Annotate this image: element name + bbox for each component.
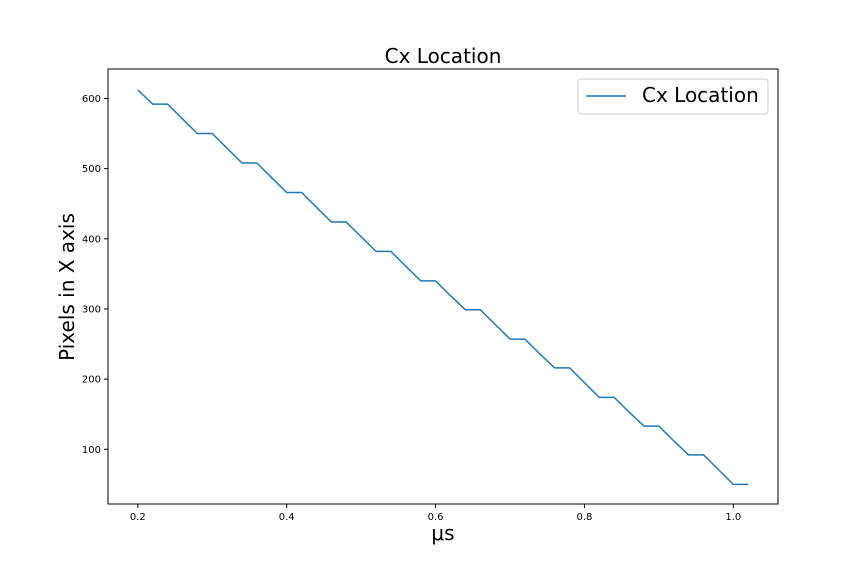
legend-box: [577, 78, 769, 115]
x-axis-title: μs: [431, 521, 454, 545]
plot-frame: [107, 68, 779, 505]
y-tick-label: 300: [82, 304, 101, 315]
x-tick-label: 0.2: [130, 512, 146, 523]
series-line-0: [137, 89, 749, 486]
x-tick-label: 0.8: [576, 512, 592, 523]
y-tick-label: 600: [82, 94, 101, 105]
x-tick-label: 1.0: [725, 512, 741, 523]
y-tick-label: 500: [82, 164, 101, 175]
x-tick-label: 0.6: [428, 512, 444, 523]
y-axis-title: Pixels in X axis: [55, 213, 79, 361]
y-tick-label: 200: [82, 375, 101, 386]
plot-area: 0.2 0.4 0.6 0.8 1.0 100 200 300 400 500 600: [82, 68, 779, 523]
chart-title: Cx Location: [385, 44, 502, 68]
x-tick-label: 0.4: [279, 512, 295, 523]
y-tick-label: 100: [82, 445, 101, 456]
y-tick-label: 400: [82, 234, 101, 245]
legend: Cx Location: [577, 78, 769, 115]
legend-label: Cx Location: [642, 83, 759, 107]
